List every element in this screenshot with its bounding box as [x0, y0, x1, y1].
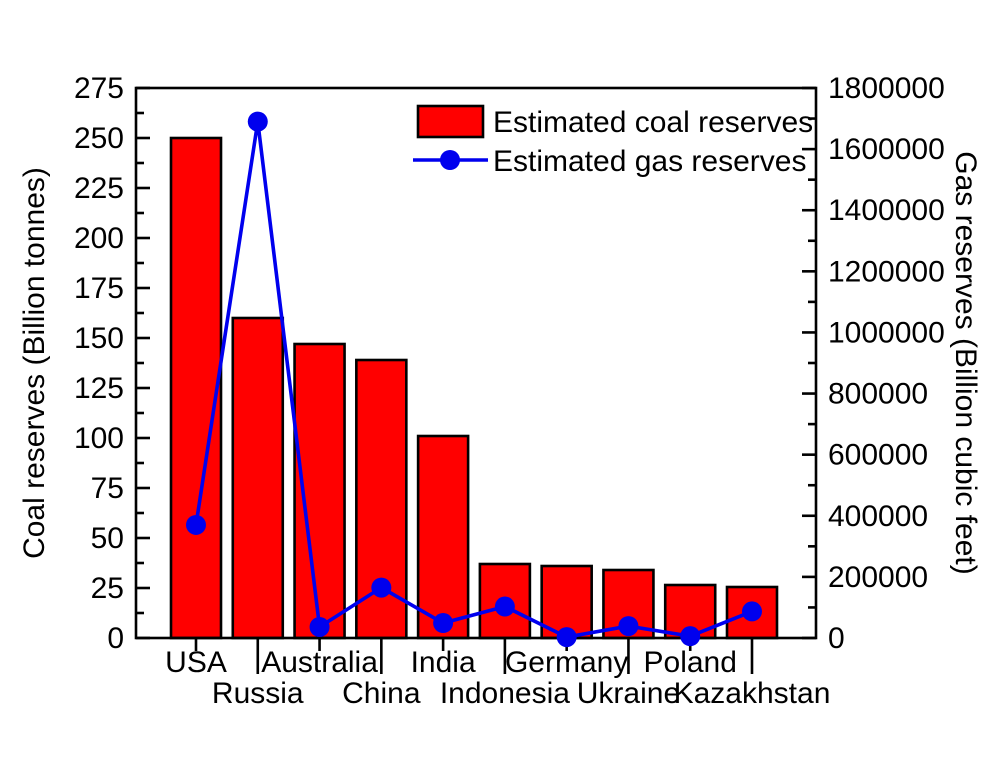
legend-coal-label: Estimated coal reserves [493, 106, 813, 139]
left-tick-label: 125 [74, 372, 124, 405]
x-label-ukraine: Ukraine [577, 677, 680, 710]
right-tick-label: 600000 [828, 439, 928, 472]
x-label-china: China [342, 677, 421, 710]
left-tick-label: 150 [74, 322, 124, 355]
right-tick-label: 200000 [828, 561, 928, 594]
legend-gas-label: Estimated gas reserves [493, 145, 806, 178]
gas-marker-china [371, 577, 392, 598]
x-label-usa: USA [165, 646, 227, 679]
right-tick-label: 1200000 [828, 255, 945, 288]
left-axis-title: Coal reserves (Billion tonnes) [18, 167, 51, 559]
x-label-poland: Poland [644, 646, 737, 679]
bar-india [416, 434, 470, 640]
left-tick-label: 250 [74, 122, 124, 155]
right-tick-label: 800000 [828, 378, 928, 411]
right-tick-label: 0 [828, 622, 845, 655]
x-label-indonesia: Indonesia [440, 677, 570, 710]
left-tick-label: 100 [74, 422, 124, 455]
left-tick-label: 50 [91, 522, 124, 555]
x-label-kazakhstan: Kazakhstan [674, 677, 831, 710]
right-axis-title: Gas reserves (Billion cubic feet) [949, 151, 982, 575]
left-tick-label: 200 [74, 222, 124, 255]
bar-russia [231, 316, 285, 640]
bar-usa [169, 136, 223, 640]
legend-coal-swatch [416, 104, 485, 139]
right-tick-label: 1400000 [828, 194, 945, 227]
gas-marker-germany [556, 627, 577, 648]
right-tick-label: 1600000 [828, 133, 945, 166]
x-label-india: India [411, 646, 476, 679]
gas-marker-australia [309, 617, 330, 637]
left-tick-label: 0 [107, 622, 124, 655]
right-tick-label: 400000 [828, 500, 928, 533]
gas-marker-kazakhstan [742, 601, 762, 622]
gas-line [194, 121, 753, 639]
gas-marker-indonesia [494, 596, 515, 617]
x-label-germany: Germany [505, 646, 628, 679]
left-tick-label: 25 [91, 572, 124, 605]
gas-marker-poland [680, 626, 701, 647]
legend-gas-marker [440, 150, 460, 170]
right-tick-label: 1000000 [828, 316, 945, 349]
left-tick-label: 175 [74, 272, 124, 305]
gas-marker-ukraine [618, 616, 639, 637]
left-tick-label: 275 [74, 72, 124, 105]
gas-marker-russia [247, 111, 268, 132]
left-tick-label: 225 [74, 172, 124, 205]
x-label-russia: Russia [212, 677, 304, 710]
gas-marker-india [433, 613, 454, 634]
gas-marker-usa [186, 514, 206, 535]
x-label-australia: Australia [261, 646, 378, 679]
left-tick-label: 75 [91, 472, 124, 505]
right-tick-label: 1800000 [828, 72, 945, 105]
